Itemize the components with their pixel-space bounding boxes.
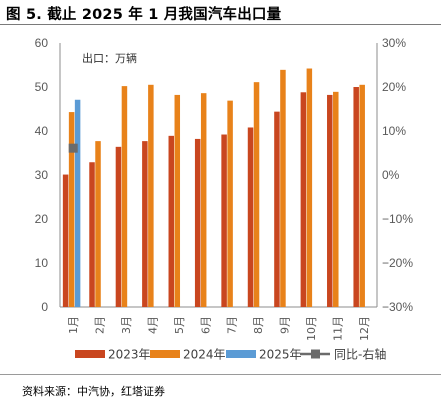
x-tick-label: 11月: [331, 316, 344, 341]
bar-2024年-6月: [200, 93, 207, 307]
legend-swatch: [75, 350, 105, 358]
bar-2023年-3月: [115, 146, 122, 307]
legend-label: 2025年: [259, 348, 302, 362]
bar-2024年-9月: [280, 69, 286, 307]
y2-tick-label: 30%: [382, 36, 406, 50]
x-tick-label: 2月: [94, 316, 107, 334]
legend-label: 2024年: [183, 348, 226, 362]
bar-2024年-7月: [227, 100, 233, 307]
bar-2025年-1月: [74, 99, 81, 307]
bar-2024年-11月: [333, 91, 339, 307]
bar-2024年-12月: [359, 84, 365, 307]
bar-2024年-2月: [95, 141, 101, 307]
legend-swatch: [226, 350, 256, 358]
y2-tick-label: 0%: [382, 168, 400, 182]
y2-tick-label: 20%: [382, 80, 406, 94]
x-tick-label: 8月: [252, 316, 265, 334]
yoy-marker-1月: [68, 143, 78, 153]
x-tick-label: 5月: [173, 316, 186, 334]
legend-marker: [311, 349, 320, 359]
bar-2024年-5月: [174, 94, 181, 307]
bar-2023年-11月: [327, 94, 333, 307]
bar-2024年-3月: [121, 86, 128, 308]
legend-swatch: [150, 350, 180, 358]
x-tick-label: 1月: [67, 316, 80, 334]
x-tick-label: 4月: [146, 316, 159, 334]
y-tick-label: 10: [35, 256, 49, 270]
x-tick-label: 3月: [120, 316, 133, 334]
bar-2024年-8月: [253, 82, 260, 307]
bar-2024年-4月: [148, 84, 154, 307]
bar-2023年-10月: [300, 92, 307, 307]
chart-title: 图 5. 截止 2025 年 1 月我国汽车出口量: [6, 7, 282, 23]
y-tick-label: 50: [35, 80, 49, 94]
x-tick-label: 10月: [305, 316, 318, 341]
y-tick-label: 40: [35, 124, 49, 138]
y2-tick-label: −20%: [382, 256, 413, 270]
bar-2024年-1月: [68, 112, 75, 307]
legend: 2023年 2024年 2025年 同比-右轴: [75, 347, 386, 362]
legend-label: 同比-右轴: [334, 347, 386, 362]
bar-2023年-4月: [142, 141, 148, 307]
bar-2023年-8月: [247, 127, 254, 307]
x-tick-label: 9月: [279, 316, 292, 334]
bar-2024年-10月: [306, 68, 313, 308]
y-tick-label: 20: [35, 212, 49, 226]
bar-2023年-9月: [274, 111, 280, 307]
bar-2023年-6月: [194, 138, 201, 307]
y-tick-label: 0: [41, 300, 48, 314]
y2-tick-label: 10%: [382, 124, 406, 138]
title-divider: [0, 24, 441, 25]
y-tick-label: 30: [35, 168, 49, 182]
unit-note: 出口：万辆: [82, 51, 137, 65]
bar-2023年-7月: [221, 134, 227, 307]
x-tick-label: 12月: [358, 316, 371, 341]
bar-2023年-2月: [89, 162, 95, 307]
y-tick-label: 60: [35, 36, 49, 50]
source-note: 资料来源：中汽协，红塔证券: [22, 385, 165, 398]
y2-tick-label: −30%: [382, 300, 413, 314]
y2-tick-label: −10%: [382, 212, 413, 226]
legend-label: 2023年: [108, 348, 151, 362]
source-divider: [0, 374, 441, 375]
bar-2023年-12月: [353, 87, 359, 307]
bar-chart: 0 10 20 30 40 50 60 −30% −20% −10% 0% 10% 20% 30% 1月…: [35, 36, 414, 362]
x-tick-label: 7月: [226, 316, 239, 334]
bar-2023年-1月: [62, 174, 69, 307]
bar-2023年-5月: [168, 135, 175, 307]
x-tick-label: 6月: [199, 316, 212, 334]
